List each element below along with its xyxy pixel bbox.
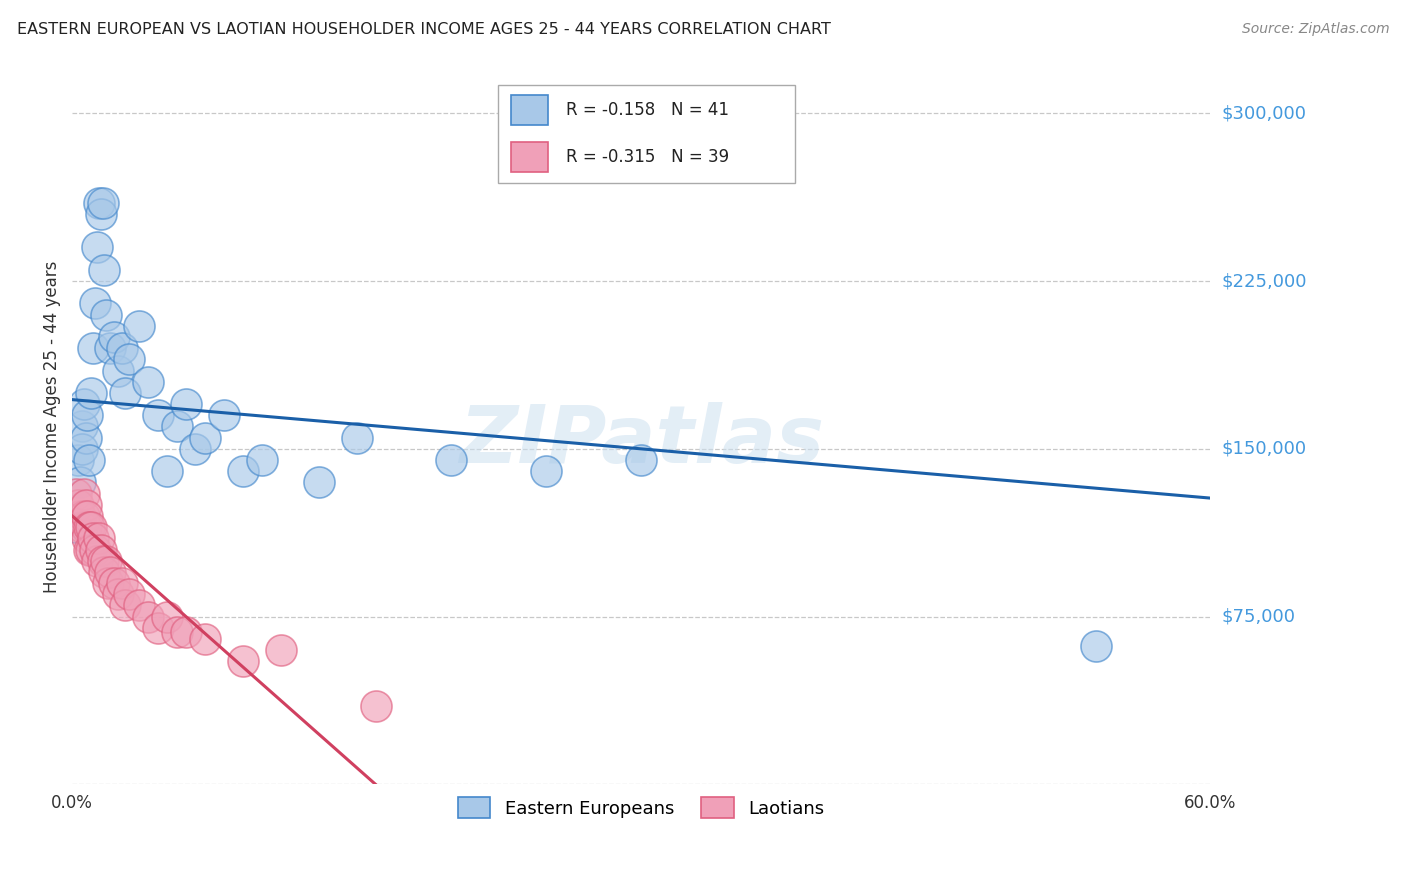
Point: [80, 520, 103, 534]
Point: [364, 699, 387, 714]
Point: [146, 621, 169, 635]
Point: [76, 508, 98, 523]
Point: [270, 643, 292, 657]
Point: [93, 565, 115, 579]
Point: [232, 464, 254, 478]
Point: [440, 453, 463, 467]
Point: [72, 397, 94, 411]
Point: [308, 475, 330, 490]
Point: [118, 587, 141, 601]
Point: [136, 609, 159, 624]
Point: [536, 464, 558, 478]
Bar: [510, 143, 548, 172]
Point: [70, 442, 93, 456]
Point: [1085, 639, 1108, 653]
Point: [87, 532, 110, 546]
Point: [65, 486, 87, 500]
Point: [79, 453, 101, 467]
Point: [174, 397, 197, 411]
Point: [98, 341, 121, 355]
Point: [90, 542, 112, 557]
Point: [250, 453, 273, 467]
Y-axis label: Householder Income Ages 25 - 44 years: Householder Income Ages 25 - 44 years: [44, 260, 60, 592]
Point: [96, 554, 118, 568]
Point: [72, 508, 94, 523]
Point: [630, 453, 652, 467]
Point: [75, 431, 97, 445]
Point: [212, 409, 235, 423]
Point: [79, 520, 101, 534]
Point: [110, 576, 132, 591]
Point: [184, 442, 207, 456]
Point: [69, 475, 91, 490]
Point: [194, 632, 217, 646]
Point: [166, 625, 188, 640]
Point: [76, 532, 98, 546]
Point: [194, 431, 217, 445]
Point: [86, 240, 108, 254]
Point: [114, 599, 136, 613]
Point: [103, 576, 125, 591]
Point: [118, 352, 141, 367]
Point: [110, 341, 132, 355]
Point: [91, 554, 114, 568]
Point: [70, 520, 93, 534]
Point: [146, 409, 169, 423]
Text: R = -0.315   N = 39: R = -0.315 N = 39: [567, 148, 730, 166]
Text: $300,000: $300,000: [1222, 104, 1306, 122]
Point: [79, 542, 101, 557]
Point: [98, 565, 121, 579]
Legend: Eastern Europeans, Laotians: Eastern Europeans, Laotians: [451, 790, 831, 825]
Point: [84, 542, 107, 557]
FancyBboxPatch shape: [498, 85, 796, 183]
Point: [128, 599, 150, 613]
Point: [87, 195, 110, 210]
Point: [66, 453, 89, 467]
Bar: [510, 95, 548, 125]
Point: [346, 431, 368, 445]
Point: [174, 625, 197, 640]
Point: [107, 363, 129, 377]
Point: [114, 385, 136, 400]
Point: [166, 419, 188, 434]
Text: Source: ZipAtlas.com: Source: ZipAtlas.com: [1241, 22, 1389, 37]
Point: [96, 308, 118, 322]
Point: [75, 520, 97, 534]
Point: [69, 508, 91, 523]
Point: [80, 385, 103, 400]
Point: [97, 576, 120, 591]
Point: [156, 464, 179, 478]
Point: [86, 554, 108, 568]
Point: [75, 498, 97, 512]
Point: [107, 587, 129, 601]
Point: [65, 520, 87, 534]
Text: ZIPatlas: ZIPatlas: [458, 401, 824, 480]
Point: [72, 486, 94, 500]
Text: R = -0.158   N = 41: R = -0.158 N = 41: [567, 102, 730, 120]
Text: $75,000: $75,000: [1222, 607, 1295, 625]
Point: [156, 609, 179, 624]
Point: [70, 419, 93, 434]
Point: [93, 263, 115, 277]
Point: [80, 542, 103, 557]
Point: [128, 318, 150, 333]
Point: [84, 296, 107, 310]
Point: [91, 195, 114, 210]
Point: [76, 409, 98, 423]
Point: [103, 330, 125, 344]
Point: [82, 341, 104, 355]
Point: [136, 375, 159, 389]
Point: [90, 207, 112, 221]
Point: [66, 498, 89, 512]
Point: [82, 532, 104, 546]
Text: $150,000: $150,000: [1222, 440, 1306, 458]
Text: EASTERN EUROPEAN VS LAOTIAN HOUSEHOLDER INCOME AGES 25 - 44 YEARS CORRELATION CH: EASTERN EUROPEAN VS LAOTIAN HOUSEHOLDER …: [17, 22, 831, 37]
Text: $225,000: $225,000: [1222, 272, 1306, 290]
Point: [232, 654, 254, 668]
